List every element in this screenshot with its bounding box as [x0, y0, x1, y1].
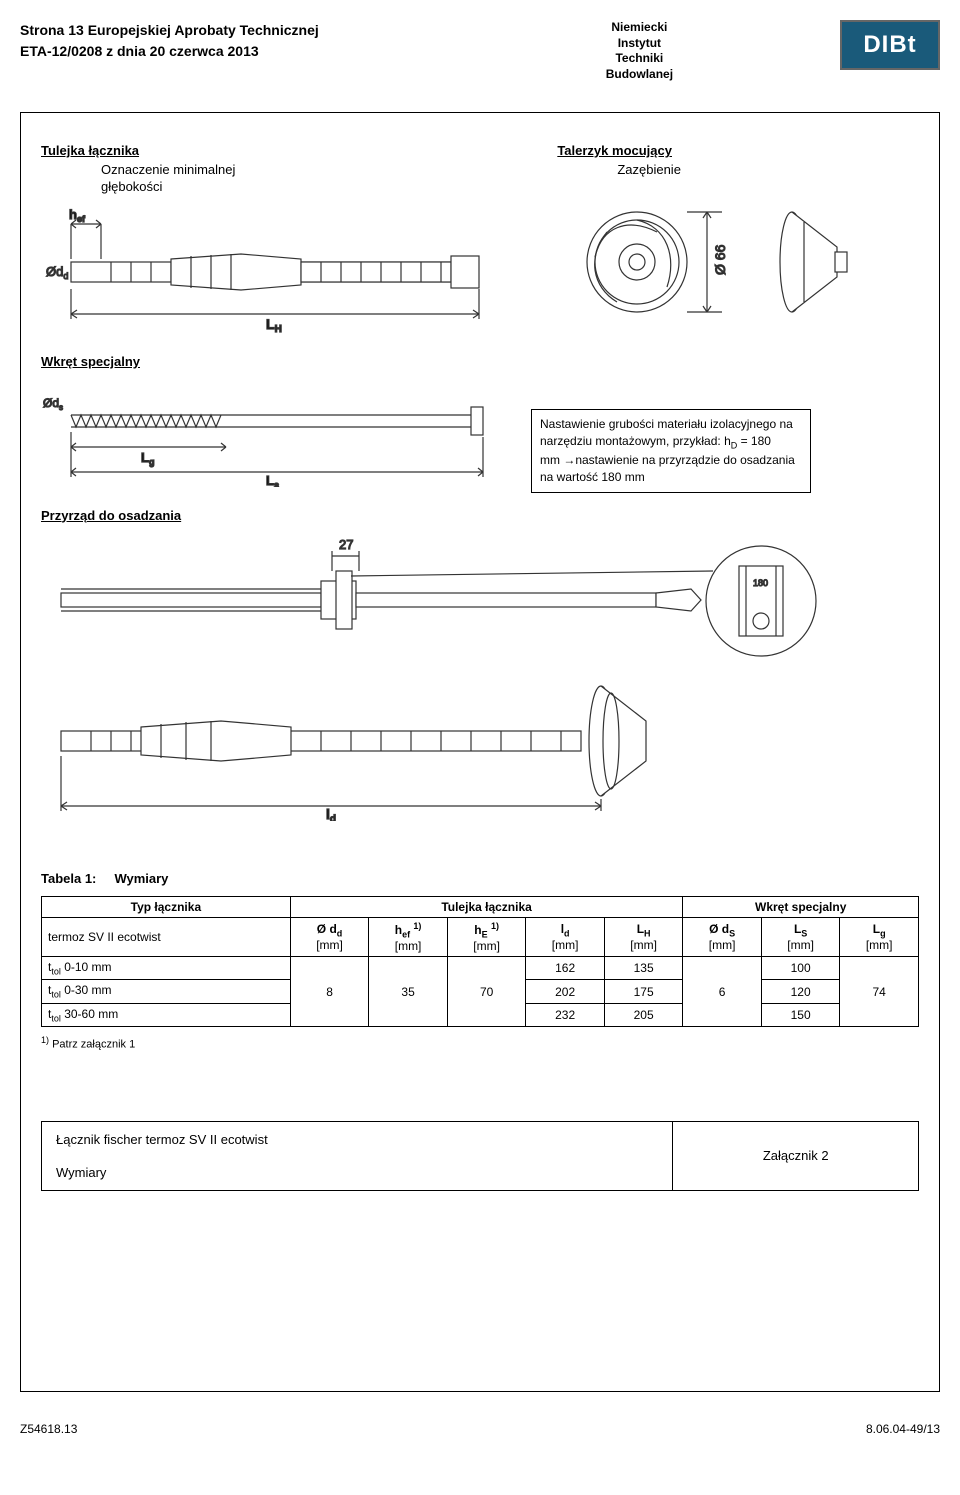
bottom-subtitle: Wymiary [56, 1165, 658, 1180]
bottom-title: Łącznik fischer termoz SV II ecotwist [56, 1132, 658, 1147]
dim-66: Ø 66 [712, 245, 728, 276]
wkret-diagram: Øds Lg Ls [41, 377, 511, 487]
th-tulejka: Tulejka łącznika [290, 896, 683, 917]
header-line1: Strona 13 Europejskiej Aprobaty Technicz… [20, 20, 319, 41]
table-dimensions: Typ łącznika Tulejka łącznika Wkręt spec… [41, 896, 919, 1028]
page-header: Strona 13 Europejskiej Aprobaty Technicz… [20, 20, 940, 82]
dim-ld: ld [326, 806, 336, 821]
page-footer: Z54618.13 8.06.04-49/13 [20, 1422, 940, 1436]
header-left: Strona 13 Europejskiej Aprobaty Technicz… [20, 20, 319, 62]
table-row: ttol ttol 0-10 mm0-10 mm 8 35 70 162 135… [42, 956, 919, 979]
fig-przyrzad: Przyrząd do osadzania 180 [41, 508, 919, 661]
figure-row-1: Tulejka łącznika Oznaczenie minimalnej g… [41, 143, 919, 334]
callout-box: Nastawienie grubości materiału izolacyjn… [531, 409, 811, 492]
table1-footnote: 1) Patrz załącznik 1 [41, 1035, 919, 1051]
talerzyk-diagram: Ø 66 [557, 187, 897, 327]
cell-termoz: termoz SV II ecotwist [42, 917, 291, 956]
header-institute: Niemiecki Instytut Techniki Budowlanej [606, 20, 673, 82]
tulejka-diagram: hef [41, 204, 511, 334]
label-tulejka: Tulejka łącznika [41, 143, 547, 158]
table1-caption: Tabela 1: Wymiary [41, 871, 919, 886]
przyrzad-diagram: 180 27 [41, 531, 861, 661]
label-oznaczenie: Oznaczenie minimalnej głębokości [101, 162, 547, 196]
svg-text:180: 180 [753, 578, 768, 588]
footer-right: 8.06.04-49/13 [866, 1422, 940, 1436]
fig-wkret: Wkręt specjalny Øds Lg [41, 354, 919, 492]
bottom-table: Łącznik fischer termoz SV II ecotwist Wy… [41, 1121, 919, 1191]
dim-Lg: Lg [141, 450, 154, 467]
footer-left: Z54618.13 [20, 1422, 77, 1436]
dim-ds: Øds [43, 396, 63, 412]
dim-dd: Ødd [46, 264, 68, 281]
header-line2: ETA-12/0208 z dnia 20 czerwca 2013 [20, 41, 319, 62]
content-frame: Tulejka łącznika Oznaczenie minimalnej g… [20, 112, 940, 1392]
th-typ: Typ łącznika [42, 896, 291, 917]
assembled-diagram: ld [41, 671, 861, 821]
label-przyrzad: Przyrząd do osadzania [41, 508, 919, 523]
label-talerzyk: Talerzyk mocujący [557, 143, 919, 158]
label-zazebienie: Zazębienie [617, 162, 919, 179]
annex-cell: Załącznik 2 [673, 1121, 919, 1190]
dim-27: 27 [339, 537, 353, 552]
label-wkret: Wkręt specjalny [41, 354, 919, 369]
dim-LH: LH [266, 316, 282, 334]
table1-section: Tabela 1: Wymiary Typ łącznika Tulejka ł… [41, 871, 919, 1051]
dibt-logo: DIBt [840, 20, 940, 70]
fig-tulejka: Tulejka łącznika Oznaczenie minimalnej g… [41, 143, 547, 334]
dim-hef: hef [69, 207, 86, 224]
fig-talerzyk: Talerzyk mocujący Zazębienie [557, 143, 919, 334]
th-wkret: Wkręt specjalny [683, 896, 919, 917]
dim-Ls: Ls [266, 473, 279, 487]
